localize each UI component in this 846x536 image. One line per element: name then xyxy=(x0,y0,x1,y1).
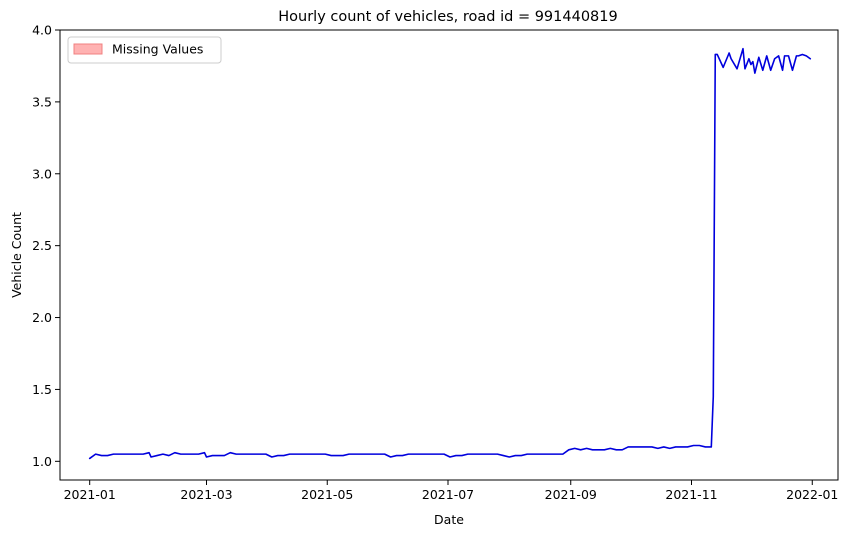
y-axis-ticks: 1.0 1.5 2.0 2.5 3.0 3.5 4.0 xyxy=(32,23,60,469)
chart-title: Hourly count of vehicles, road id = 9914… xyxy=(278,9,618,25)
series-line-1 xyxy=(88,47,812,460)
legend-swatch-missing-values xyxy=(73,43,103,55)
x-tick-label-4: 2021-07 xyxy=(422,487,474,502)
y-tick-label-5: 3.0 xyxy=(32,166,52,181)
y-tick-label-6: 3.5 xyxy=(32,94,52,109)
x-tick-label-7: 2022-01 xyxy=(786,487,838,502)
plot-area: Missing Values xyxy=(59,29,839,481)
series-layer xyxy=(88,47,812,460)
x-axis-ticks: 2021-01 2021-03 2021-05 2021-07 2021-09 2021-… xyxy=(64,480,838,502)
y-tick-label-1: 1.0 xyxy=(32,454,52,469)
y-tick-label-2: 1.5 xyxy=(32,382,52,397)
y-tick-label-4: 2.5 xyxy=(32,238,52,253)
x-tick-label-5: 2021-09 xyxy=(545,487,597,502)
x-tick-label-1: 2021-01 xyxy=(64,487,116,502)
x-tick-label-6: 2021-11 xyxy=(665,487,717,502)
y-axis-label: Vehicle Count xyxy=(9,212,24,298)
legend: Missing Values xyxy=(67,36,222,64)
plot-frame xyxy=(59,29,839,481)
x-tick-label-2: 2021-03 xyxy=(180,487,232,502)
y-tick-label-3: 2.0 xyxy=(32,310,52,325)
legend-box xyxy=(67,36,222,64)
x-tick-label-3: 2021-05 xyxy=(301,487,353,502)
y-tick-label-7: 4.0 xyxy=(32,23,52,38)
x-axis-label: Date xyxy=(434,512,464,527)
legend-label-missing-values: Missing Values xyxy=(112,42,203,57)
